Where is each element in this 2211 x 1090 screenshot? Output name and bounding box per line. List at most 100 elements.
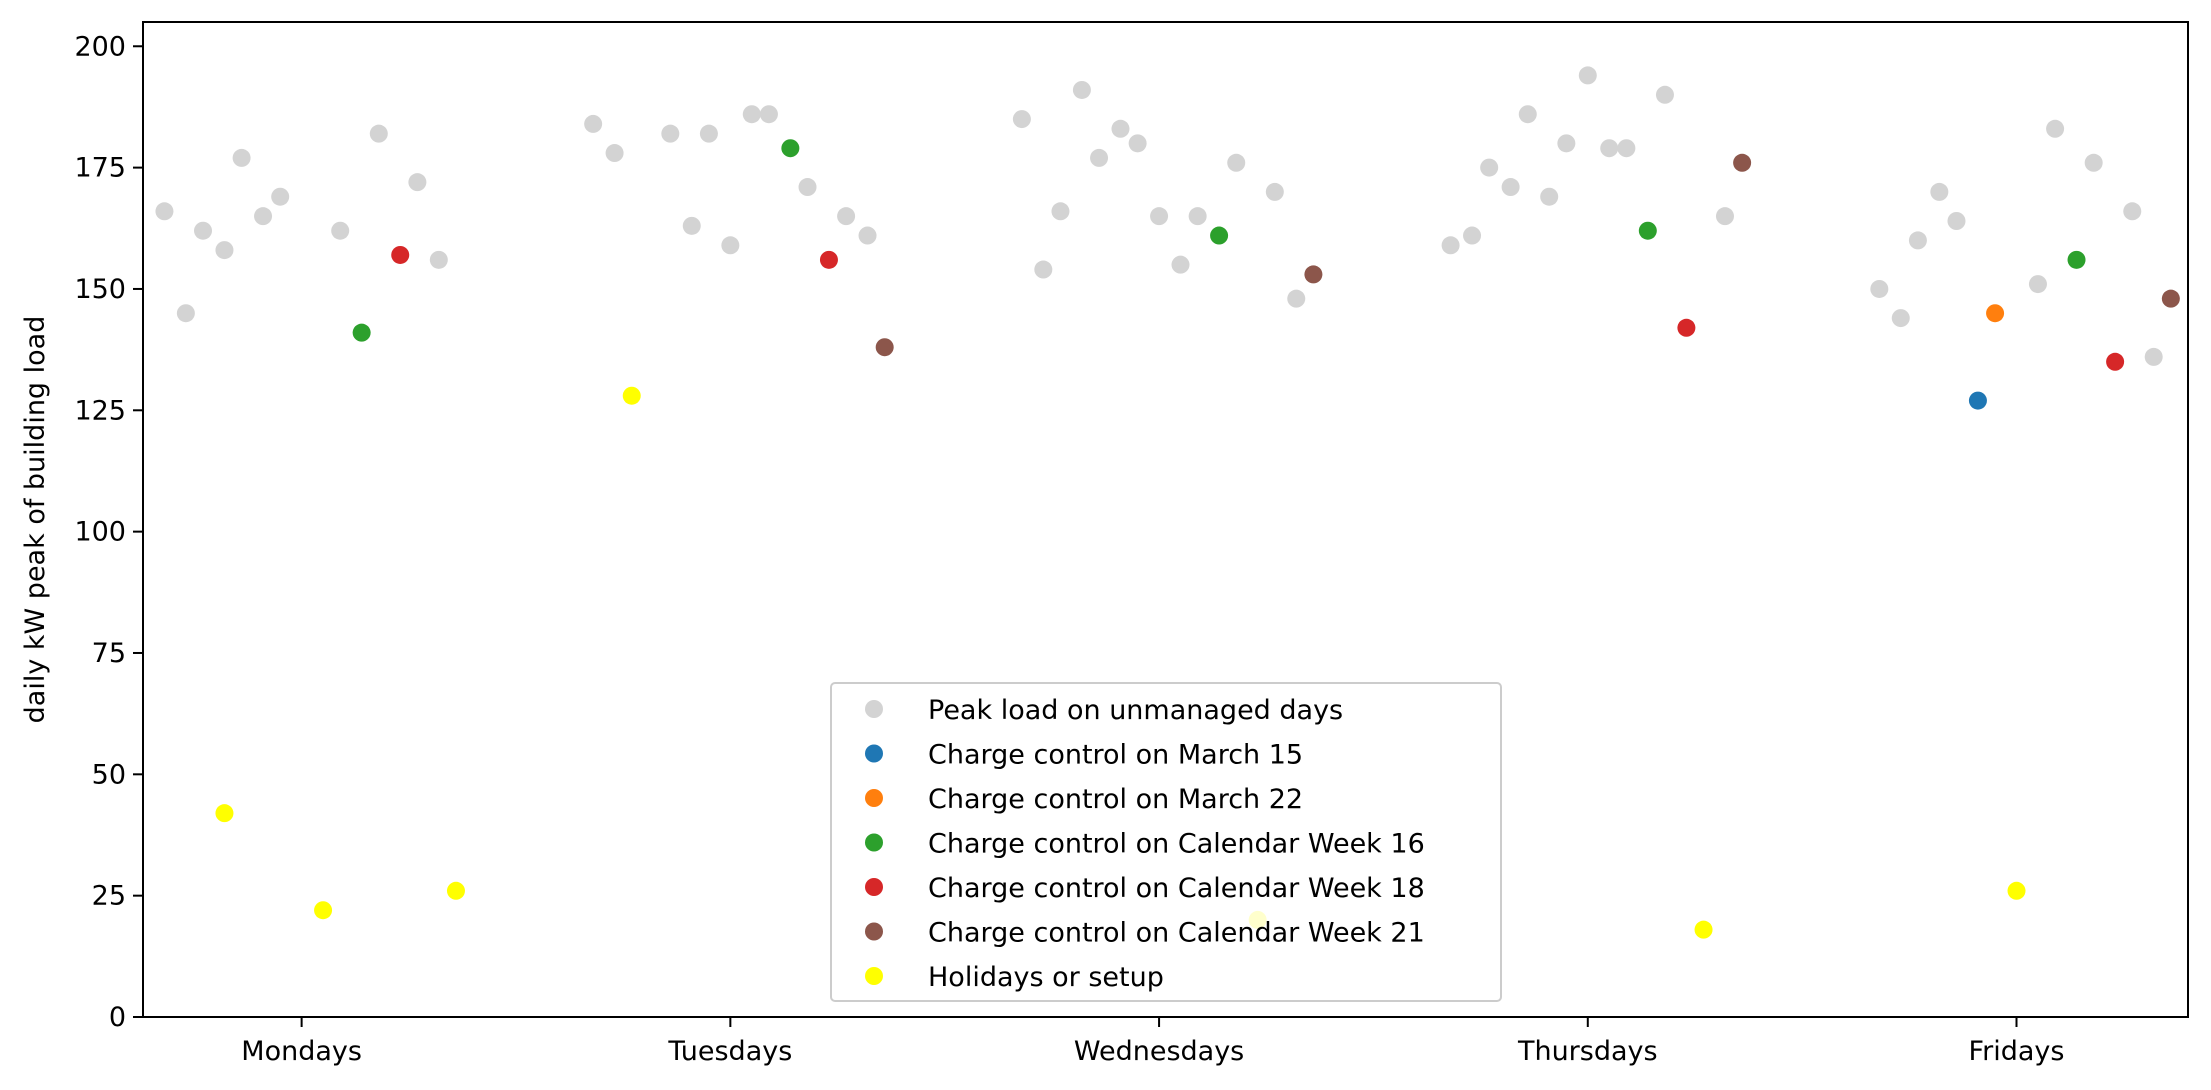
data-point xyxy=(215,241,234,260)
data-point xyxy=(661,124,680,143)
data-point xyxy=(1947,212,1966,230)
x-tick-label: Mondays xyxy=(241,1036,362,1067)
data-point xyxy=(1150,207,1169,226)
legend-marker xyxy=(865,967,883,985)
data-point xyxy=(1227,153,1246,172)
data-point xyxy=(819,250,838,269)
data-point xyxy=(2144,347,2163,366)
legend-box xyxy=(830,682,1502,1002)
y-tick-label: 150 xyxy=(74,274,126,305)
data-point xyxy=(605,144,624,163)
data-point xyxy=(2106,352,2125,371)
data-point xyxy=(1188,207,1207,226)
data-point xyxy=(1111,119,1130,138)
data-point xyxy=(176,304,195,323)
data-point xyxy=(1677,318,1696,337)
legend-marker xyxy=(865,878,883,896)
legend-entry: Charge control on Calendar Week 18 xyxy=(928,873,1425,904)
data-point xyxy=(352,323,371,342)
data-point xyxy=(1265,182,1284,201)
data-point xyxy=(1171,255,1190,274)
data-point xyxy=(721,236,740,255)
data-point xyxy=(2007,881,2026,900)
y-tick-label: 0 xyxy=(109,1002,126,1033)
data-point xyxy=(408,173,427,192)
data-point xyxy=(2046,119,2065,138)
legend-entry: Charge control on March 15 xyxy=(928,740,1303,771)
data-point xyxy=(781,139,800,158)
data-point xyxy=(215,804,234,823)
data-point xyxy=(682,216,701,235)
y-tick-label: 25 xyxy=(92,881,126,912)
y-tick-label: 100 xyxy=(74,517,126,548)
data-point xyxy=(1304,265,1323,284)
data-point xyxy=(1051,202,1070,221)
data-point xyxy=(1480,158,1499,177)
y-tick-label: 75 xyxy=(92,638,126,669)
data-point xyxy=(1090,148,1109,167)
legend-marker xyxy=(865,922,883,941)
legend-entry: Peak load on unmanaged days xyxy=(928,695,1343,726)
data-point xyxy=(1638,221,1657,240)
data-point xyxy=(232,148,251,167)
data-point xyxy=(1287,289,1306,308)
y-tick-label: 200 xyxy=(74,31,126,62)
legend-marker xyxy=(865,789,883,807)
y-axis: 0 25 50 75 100 125 150 175 200 xyxy=(74,31,143,1033)
data-markers xyxy=(155,66,2180,939)
data-point xyxy=(1617,139,1636,158)
data-point xyxy=(2067,250,2086,269)
data-point xyxy=(369,124,388,143)
data-point xyxy=(837,207,856,226)
data-point xyxy=(1655,85,1674,104)
legend-marker xyxy=(865,833,883,852)
axes-frame xyxy=(142,21,2189,1018)
data-point xyxy=(1694,920,1713,939)
data-point xyxy=(1128,134,1147,153)
data-point xyxy=(759,105,778,124)
data-point xyxy=(1518,105,1537,124)
data-point xyxy=(194,221,213,240)
data-point xyxy=(2123,202,2142,221)
data-point xyxy=(331,221,350,240)
data-point xyxy=(391,245,410,264)
legend-marker xyxy=(865,744,883,763)
x-tick-label: Fridays xyxy=(1969,1036,2065,1067)
data-point xyxy=(1012,110,1031,129)
data-point xyxy=(1986,304,2005,323)
legend-entry: Charge control on March 22 xyxy=(928,784,1303,815)
data-point xyxy=(2161,289,2180,308)
data-point xyxy=(1540,187,1559,206)
data-point xyxy=(1930,182,1949,201)
data-point xyxy=(271,187,290,206)
data-point xyxy=(1441,236,1460,255)
data-point xyxy=(622,386,641,405)
legend-entry: Charge control on Calendar Week 21 xyxy=(928,918,1425,949)
data-point xyxy=(1908,231,1927,250)
data-point xyxy=(742,105,761,124)
data-point xyxy=(584,114,603,133)
y-tick-label: 50 xyxy=(92,759,126,790)
data-point xyxy=(314,901,333,920)
data-point xyxy=(446,881,465,900)
legend: Peak load on unmanaged days Charge contro… xyxy=(830,682,1502,1002)
data-point xyxy=(1072,80,1091,99)
y-axis-label: daily kW peak of building load xyxy=(20,316,51,724)
data-point xyxy=(1733,153,1752,172)
data-point xyxy=(1210,226,1229,245)
data-point xyxy=(155,202,174,221)
y-tick-label: 175 xyxy=(74,153,126,184)
data-point xyxy=(254,207,273,226)
data-point xyxy=(875,338,894,357)
legend-entry: Holidays or setup xyxy=(928,962,1164,993)
x-axis: Mondays Tuesdays Wednesdays Thursdays Friday… xyxy=(241,1017,2064,1067)
data-point xyxy=(1557,134,1576,153)
x-tick-label: Tuesdays xyxy=(667,1036,792,1067)
y-tick-label: 125 xyxy=(74,395,126,426)
data-point xyxy=(1600,139,1619,158)
data-point xyxy=(1870,279,1889,298)
data-point xyxy=(2084,153,2103,172)
data-point xyxy=(1968,391,1987,410)
data-point xyxy=(1715,207,1734,226)
